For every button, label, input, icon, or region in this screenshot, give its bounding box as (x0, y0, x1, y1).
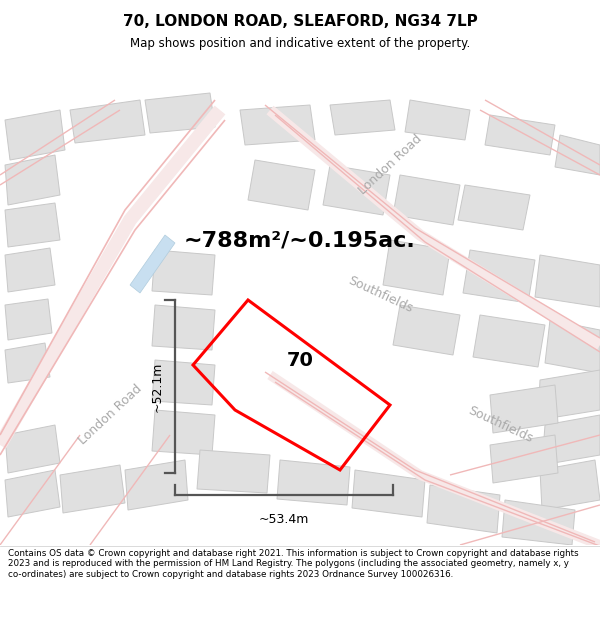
Text: Map shows position and indicative extent of the property.: Map shows position and indicative extent… (130, 38, 470, 51)
Polygon shape (427, 485, 500, 533)
Polygon shape (5, 425, 60, 473)
Text: Contains OS data © Crown copyright and database right 2021. This information is : Contains OS data © Crown copyright and d… (8, 549, 578, 579)
Polygon shape (383, 240, 450, 295)
Polygon shape (152, 305, 215, 350)
Polygon shape (197, 450, 270, 493)
Polygon shape (393, 305, 460, 355)
Text: London Road: London Road (76, 382, 144, 448)
Text: 70: 70 (287, 351, 313, 369)
Text: ~53.4m: ~53.4m (259, 513, 309, 526)
Polygon shape (5, 155, 60, 205)
Polygon shape (473, 315, 545, 367)
Polygon shape (277, 460, 350, 505)
Polygon shape (490, 435, 558, 483)
Polygon shape (152, 410, 215, 455)
Polygon shape (240, 105, 315, 145)
Polygon shape (145, 93, 215, 133)
Polygon shape (405, 100, 470, 140)
Text: 70, LONDON ROAD, SLEAFORD, NG34 7LP: 70, LONDON ROAD, SLEAFORD, NG34 7LP (122, 14, 478, 29)
Polygon shape (5, 470, 60, 517)
Polygon shape (152, 250, 215, 295)
Polygon shape (490, 385, 558, 433)
Polygon shape (5, 248, 55, 292)
Polygon shape (5, 203, 60, 247)
Polygon shape (323, 165, 390, 215)
Polygon shape (248, 160, 315, 210)
Polygon shape (70, 100, 145, 143)
Polygon shape (463, 250, 535, 303)
Polygon shape (485, 115, 555, 155)
Polygon shape (540, 460, 600, 510)
Polygon shape (555, 135, 600, 175)
Polygon shape (60, 465, 125, 513)
Text: ~788m²/~0.195ac.: ~788m²/~0.195ac. (184, 230, 416, 250)
Text: Southfields: Southfields (466, 404, 535, 446)
Polygon shape (330, 100, 395, 135)
Polygon shape (152, 360, 215, 405)
Polygon shape (130, 235, 175, 293)
Polygon shape (5, 110, 65, 160)
Polygon shape (538, 370, 600, 420)
Text: Southfields: Southfields (346, 274, 415, 316)
Polygon shape (458, 185, 530, 230)
Text: ~52.1m: ~52.1m (151, 361, 163, 412)
Polygon shape (5, 343, 50, 383)
Polygon shape (352, 470, 425, 517)
Polygon shape (502, 500, 575, 545)
Polygon shape (393, 175, 460, 225)
Polygon shape (125, 460, 188, 510)
Polygon shape (535, 255, 600, 307)
Polygon shape (542, 415, 600, 465)
Polygon shape (5, 299, 52, 340)
Text: London Road: London Road (356, 132, 424, 198)
Polygon shape (545, 320, 600, 373)
